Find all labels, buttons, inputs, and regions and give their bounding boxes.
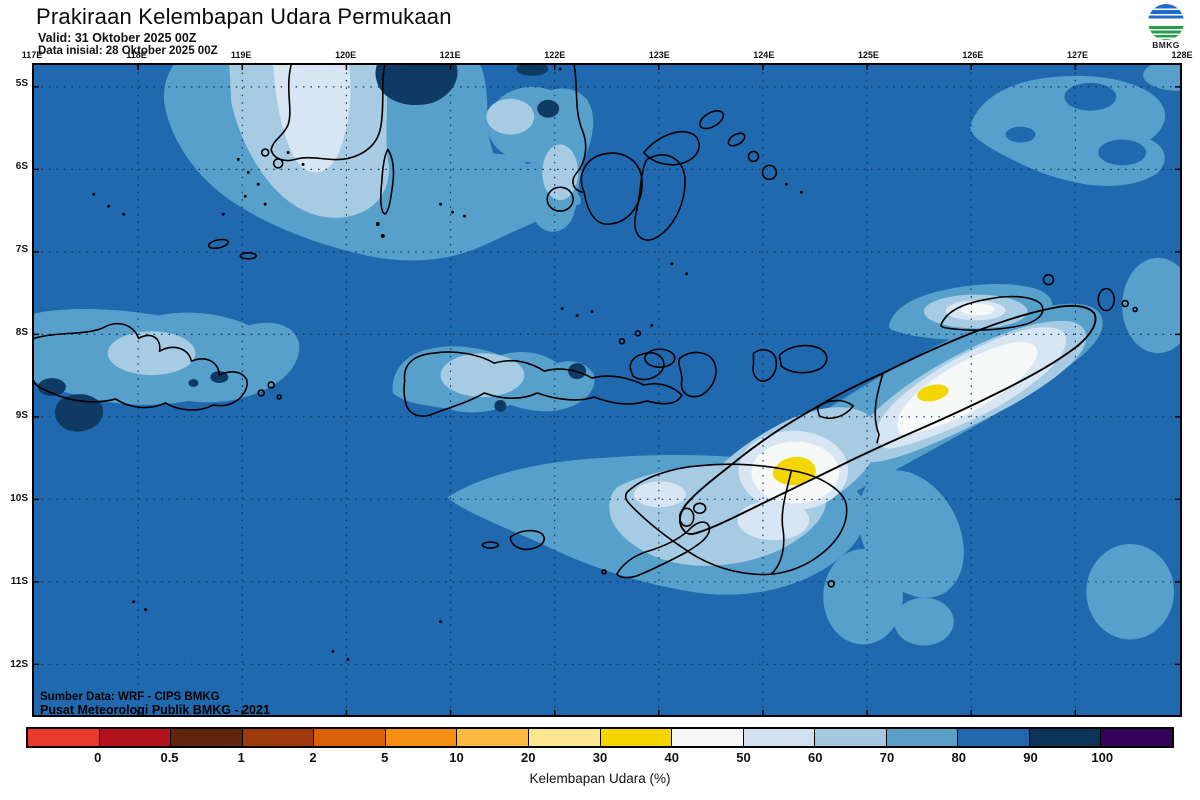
colorbar-segment xyxy=(1029,729,1102,746)
colorbar-tick: 70 xyxy=(879,750,895,765)
lat-label: 8S xyxy=(15,327,28,338)
colorbar-tick: 0.5 xyxy=(160,750,179,765)
lat-label: 7S xyxy=(15,244,28,255)
islet-dots xyxy=(92,67,803,661)
lat-label: 5S xyxy=(15,78,28,89)
colorbar-segment xyxy=(99,729,172,746)
lon-label: 119E xyxy=(230,50,252,60)
page-title: Prakiraan Kelembapan Udara Permukaan xyxy=(36,4,452,29)
colorbar-tick: 1 xyxy=(237,750,245,765)
bmkg-logo-text: BMKG xyxy=(1152,40,1180,50)
lat-label: 11S xyxy=(10,576,28,587)
lat-label: 10S xyxy=(10,493,28,504)
latitude-labels: 5S 6S 7S 8S 9S 10S 11S 12S xyxy=(0,0,30,800)
colorbar-tick: 80 xyxy=(951,750,966,765)
longitude-labels: 117E 118E 119E 120E 121E 122E 123E 124E 125E 126E… xyxy=(0,50,1200,62)
colorbar-tick: 100 xyxy=(1091,750,1114,765)
credit-source: Sumber Data: WRF - CIPS BMKG xyxy=(40,691,220,703)
lon-label: 127E xyxy=(1066,50,1088,60)
lon-label: 125E xyxy=(857,50,879,60)
colorbar-tick: 0 xyxy=(94,750,102,765)
lon-label: 124E xyxy=(753,50,775,60)
colorbar-tick: 60 xyxy=(808,750,823,765)
lon-label: 122E xyxy=(544,50,566,60)
colorbar-segment xyxy=(28,729,100,746)
lon-label: 126E xyxy=(962,50,984,60)
initial-data-label: Data inisial: 28 Oktober 2025 00Z xyxy=(38,45,218,57)
colorbar-tick: 2 xyxy=(309,750,317,765)
lon-label: 123E xyxy=(648,50,670,60)
colorbar-segment xyxy=(886,729,959,746)
credit-org: Pusat Meteorologi Publik BMKG - 2021 xyxy=(40,702,270,717)
humidity-colorbar xyxy=(26,727,1174,748)
bmkg-logo-icon xyxy=(1148,4,1184,40)
colorbar-tick: 40 xyxy=(664,750,679,765)
colorbar-tick: 10 xyxy=(449,750,464,765)
lat-label: 12S xyxy=(10,659,28,670)
colorbar-segment xyxy=(385,729,458,746)
colorbar-segment xyxy=(958,729,1030,746)
colorbar-title: Kelembapan Udara (%) xyxy=(529,771,671,786)
lon-label: 118E xyxy=(126,50,147,60)
lon-label: 117E xyxy=(21,50,43,60)
colorbar-segment xyxy=(314,729,386,746)
colorbar-tick-labels: 0 0.5 1 2 5 10 20 30 40 50 60 70 80 90 100 xyxy=(26,750,1174,766)
lat-label: 6S xyxy=(15,161,28,172)
map-canvas xyxy=(34,65,1180,715)
colorbar-tick: 20 xyxy=(521,750,536,765)
lon-label: 121E xyxy=(439,50,461,60)
valid-time-label: Valid: 31 Oktober 2025 00Z xyxy=(38,31,197,45)
colorbar-segment xyxy=(528,729,601,746)
coastlines xyxy=(34,65,1138,588)
colorbar-segment xyxy=(457,729,529,746)
colorbar-segment xyxy=(1101,729,1172,746)
lat-label: 9S xyxy=(15,410,28,421)
colorbar-tick: 50 xyxy=(736,750,751,765)
colorbar-tick: 90 xyxy=(1023,750,1038,765)
humidity-90-100-patches xyxy=(37,65,587,432)
lon-label: 128E xyxy=(1171,50,1193,60)
lon-label: 120E xyxy=(335,50,357,60)
colorbar-segment xyxy=(600,729,673,746)
colorbar-segment xyxy=(171,729,243,746)
colorbar-segment xyxy=(672,729,744,746)
colorbar-tick: 5 xyxy=(381,750,389,765)
humidity-map: Sumber Data: WRF - CIPS BMKG Pusat Meteo… xyxy=(32,63,1182,717)
colorbar-segment xyxy=(815,729,887,746)
colorbar-segment xyxy=(743,729,816,746)
frame-ticks xyxy=(34,65,1180,715)
colorbar-tick: 30 xyxy=(592,750,608,765)
colorbar-segment xyxy=(242,729,315,746)
map-credits: Sumber Data: WRF - CIPS BMKG Pusat Meteo… xyxy=(40,691,270,717)
